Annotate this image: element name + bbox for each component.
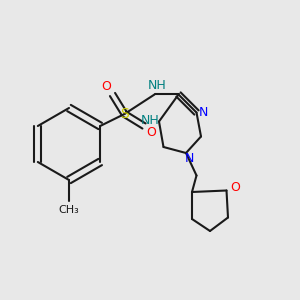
Text: S: S [120, 107, 129, 121]
Text: CH₃: CH₃ [58, 205, 80, 215]
Text: O: O [231, 181, 240, 194]
Text: NH: NH [148, 79, 166, 92]
Text: N: N [184, 152, 194, 166]
Text: O: O [102, 80, 111, 94]
Text: NH: NH [141, 113, 159, 127]
Text: O: O [147, 125, 156, 139]
Text: N: N [198, 106, 208, 119]
